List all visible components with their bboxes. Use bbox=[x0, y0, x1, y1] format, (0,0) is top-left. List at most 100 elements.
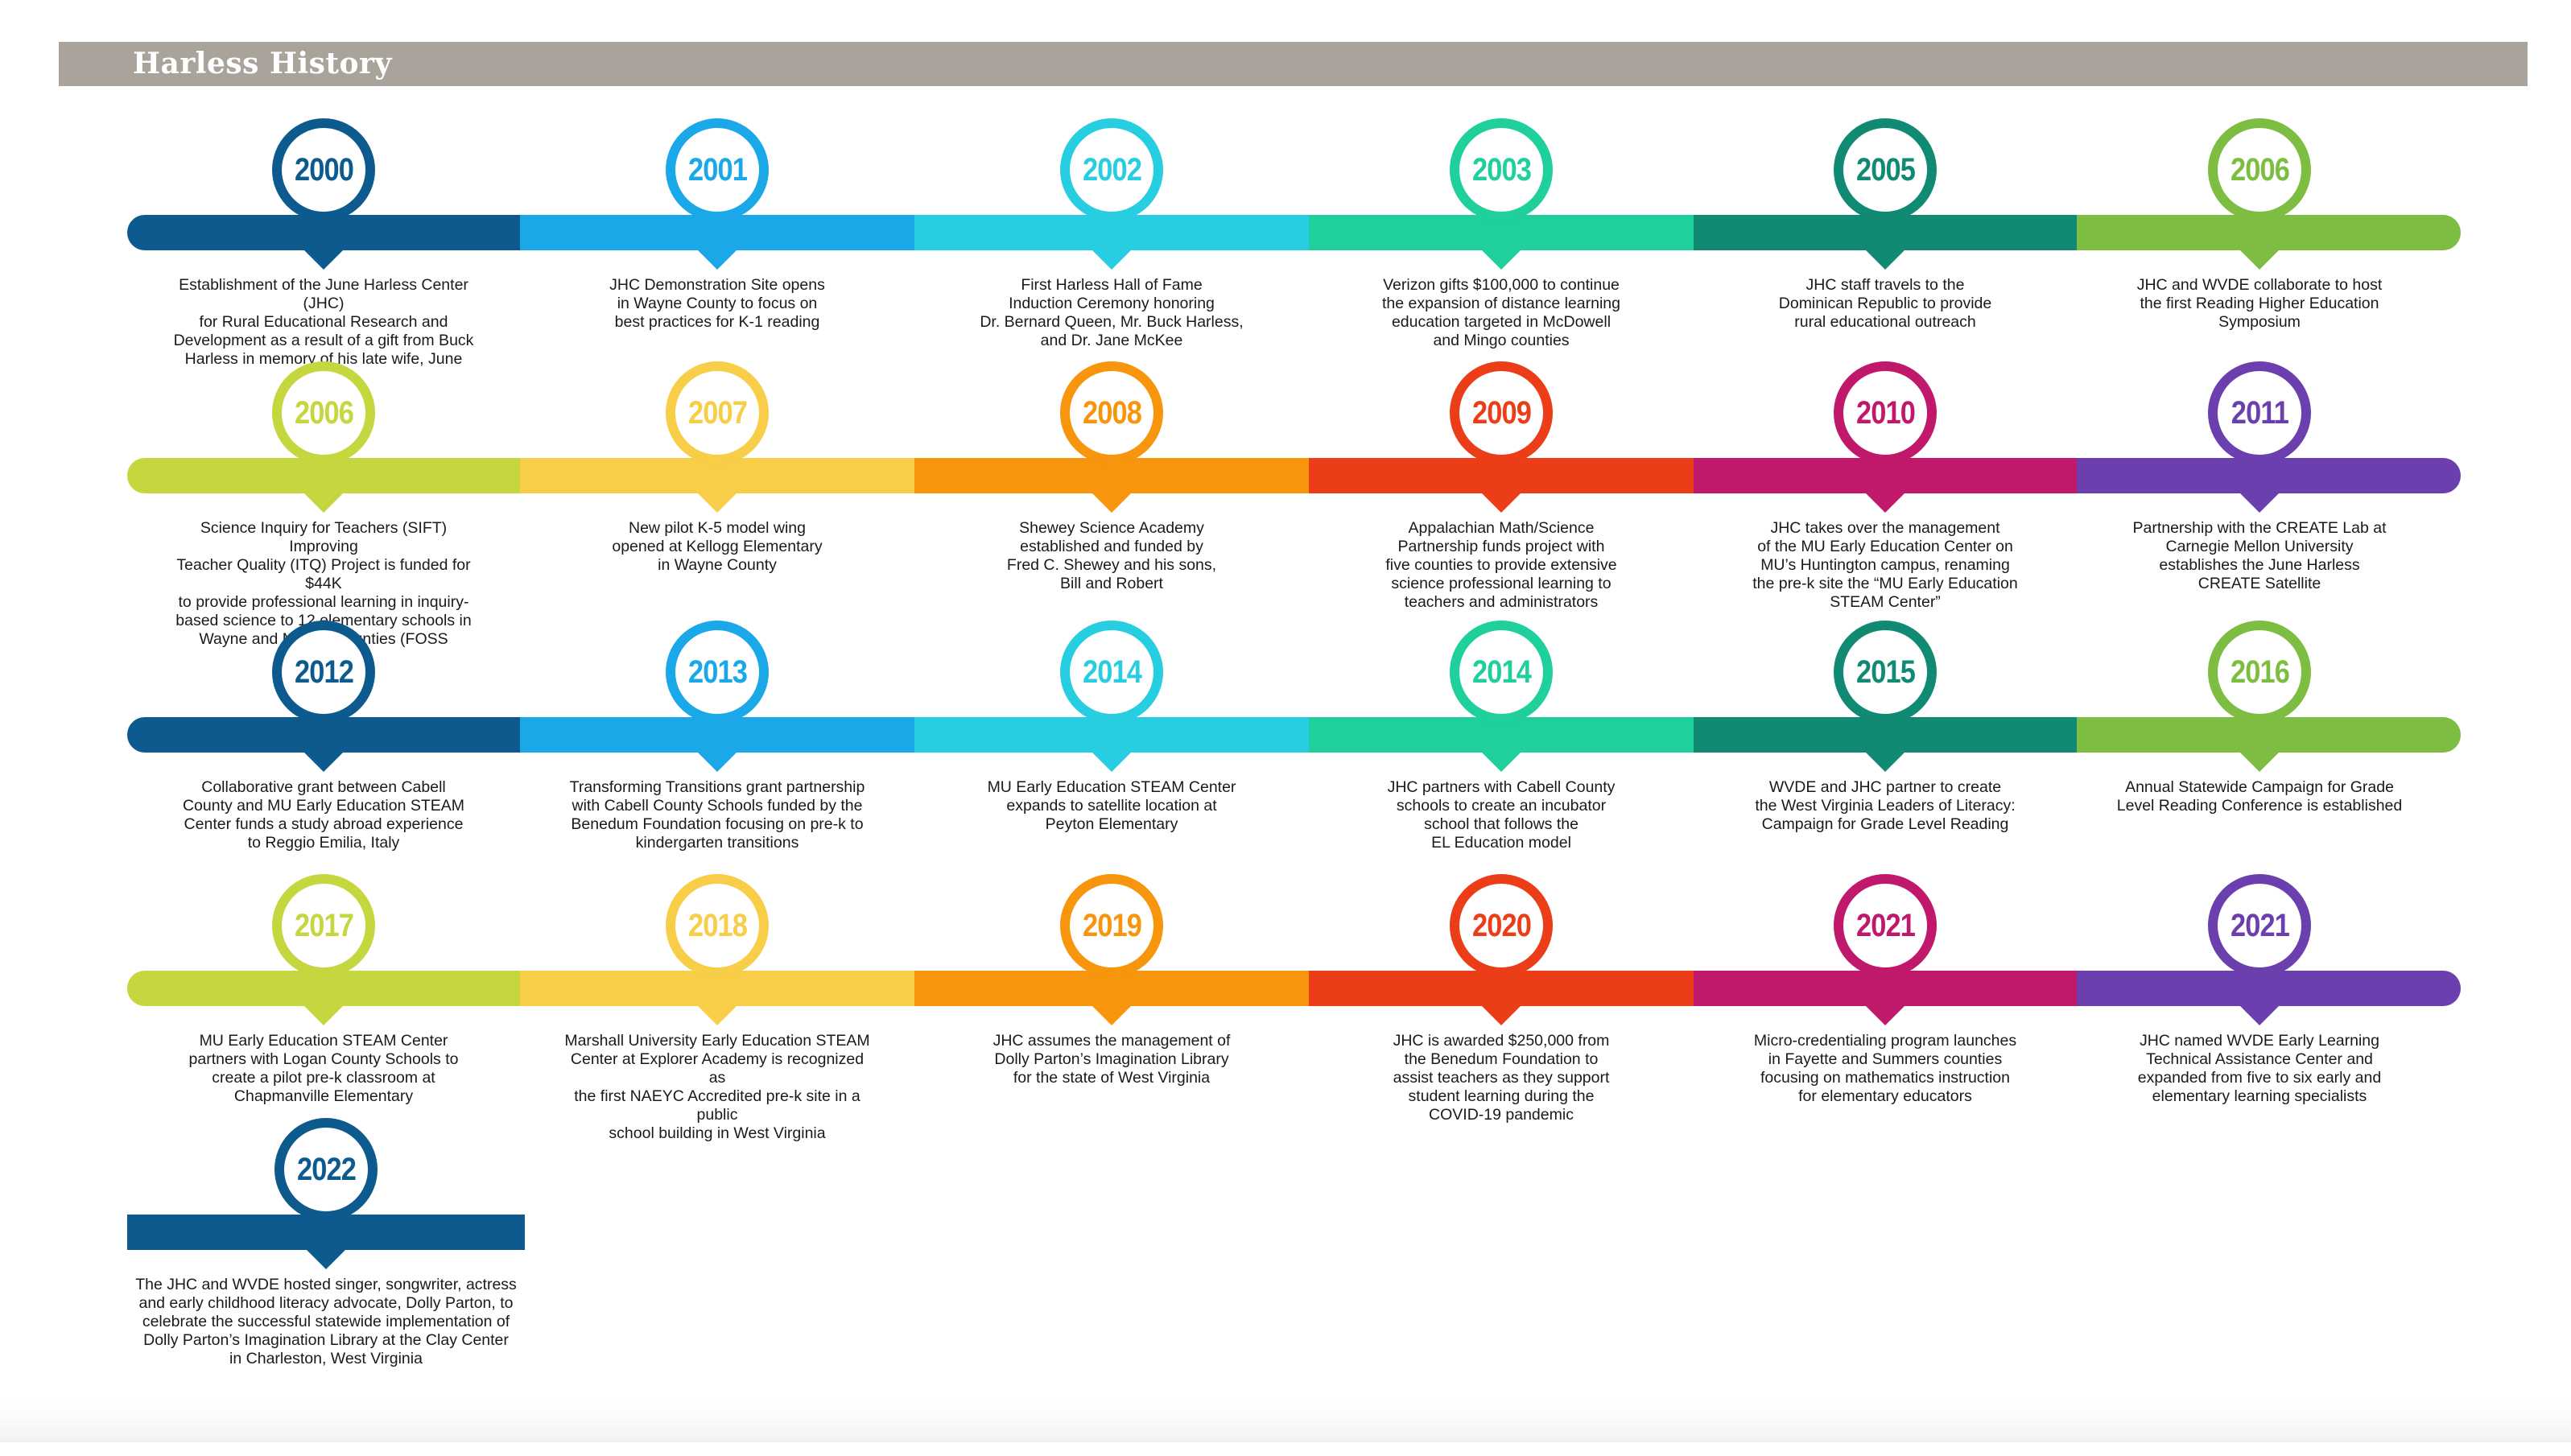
event-description: New pilot K-5 model wing opened at Kello… bbox=[612, 519, 823, 574]
timeline-pointer bbox=[303, 249, 345, 270]
timeline-pointer bbox=[1864, 249, 1906, 270]
timeline-pointer bbox=[696, 1004, 738, 1025]
event-description: The JHC and WVDE hosted singer, songwrit… bbox=[135, 1276, 517, 1367]
year-label: 2021 bbox=[1855, 907, 1915, 943]
year-label: 2002 bbox=[1082, 151, 1141, 188]
year-label: 2017 bbox=[294, 907, 353, 943]
year-label: 2010 bbox=[1855, 394, 1915, 431]
timeline-pointer bbox=[696, 492, 738, 513]
year-label: 2019 bbox=[1082, 907, 1141, 943]
year-marker: 2006 bbox=[2208, 118, 2311, 221]
event-description: JHC partners with Cabell County schools … bbox=[1387, 778, 1616, 852]
timeline-pointer bbox=[1091, 1004, 1133, 1025]
event-description: JHC takes over the management of the MU … bbox=[1752, 519, 2018, 611]
timeline-bar-segment bbox=[2077, 215, 2461, 250]
event-description: JHC named WVDE Early Learning Technical … bbox=[2137, 1032, 2382, 1105]
year-marker: 2007 bbox=[666, 361, 769, 464]
year-label: 2013 bbox=[687, 654, 747, 690]
timeline-pointer bbox=[303, 1004, 345, 1025]
year-marker: 2012 bbox=[272, 621, 375, 724]
timeline-pointer bbox=[696, 249, 738, 270]
year-marker: 2014 bbox=[1060, 621, 1163, 724]
year-marker: 2010 bbox=[1834, 361, 1937, 464]
timeline-pointer bbox=[1480, 249, 1522, 270]
event-description: WVDE and JHC partner to create the West … bbox=[1755, 778, 2016, 833]
timeline-pointer bbox=[303, 492, 345, 513]
event-description: Science Inquiry for Teachers (SIFT) Impr… bbox=[175, 519, 472, 666]
event-description: Establishment of the June Harless Center… bbox=[173, 276, 474, 368]
page-footer-band bbox=[0, 1402, 2571, 1442]
timeline-pointer bbox=[303, 751, 345, 772]
timeline-pointer bbox=[2239, 492, 2280, 513]
timeline-pointer bbox=[1864, 1004, 1906, 1025]
year-marker: 2003 bbox=[1450, 118, 1553, 221]
year-marker: 2018 bbox=[666, 874, 769, 977]
year-label: 2012 bbox=[294, 654, 353, 690]
event-description: JHC Demonstration Site opens in Wayne Co… bbox=[609, 276, 825, 331]
timeline-pointer bbox=[1864, 492, 1906, 513]
timeline-bar-segment bbox=[2077, 717, 2461, 753]
year-marker: 2011 bbox=[2208, 361, 2311, 464]
timeline-row: 2006 Science Inquiry for Teachers (SIFT) … bbox=[0, 361, 2571, 699]
event-description: Appalachian Math/Science Partnership fun… bbox=[1385, 519, 1617, 611]
event-description: JHC assumes the management of Dolly Part… bbox=[992, 1032, 1231, 1087]
year-marker: 2005 bbox=[1834, 118, 1937, 221]
event-description: JHC is awarded $250,000 from the Benedum… bbox=[1393, 1032, 1610, 1124]
year-marker: 2009 bbox=[1450, 361, 1553, 464]
year-marker: 2008 bbox=[1060, 361, 1163, 464]
year-marker: 2019 bbox=[1060, 874, 1163, 977]
year-label: 2018 bbox=[687, 907, 747, 943]
year-label: 2001 bbox=[687, 151, 747, 188]
year-label: 2009 bbox=[1471, 394, 1531, 431]
year-label: 2007 bbox=[687, 394, 747, 431]
event-description: JHC staff travels to the Dominican Repub… bbox=[1778, 276, 1992, 331]
header-bar: Harless History bbox=[59, 42, 2528, 86]
year-label: 2014 bbox=[1082, 654, 1141, 690]
event-description: JHC and WVDE collaborate to host the fir… bbox=[2136, 276, 2383, 331]
year-label: 2014 bbox=[1471, 654, 1531, 690]
timeline-row: 2000 Establishment of the June Harless Ce… bbox=[0, 118, 2571, 456]
year-marker: 2016 bbox=[2208, 621, 2311, 724]
timeline-bar-segment bbox=[2077, 458, 2461, 493]
timeline-pointer bbox=[696, 751, 738, 772]
year-label: 2021 bbox=[2230, 907, 2289, 943]
year-label: 2003 bbox=[1471, 151, 1531, 188]
timeline-bar-segment bbox=[2077, 971, 2461, 1006]
timeline-row: 2012 Collaborative grant between Cabell C… bbox=[0, 621, 2571, 959]
event-description: MU Early Education STEAM Center partners… bbox=[188, 1032, 459, 1105]
year-label: 2022 bbox=[296, 1151, 356, 1187]
year-marker: 2015 bbox=[1834, 621, 1937, 724]
timeline-pointer bbox=[2239, 1004, 2280, 1025]
year-marker: 2022 bbox=[274, 1118, 378, 1221]
event-description: Transforming Transitions grant partnersh… bbox=[569, 778, 865, 852]
timeline-pointer bbox=[305, 1248, 347, 1269]
year-label: 2006 bbox=[2230, 151, 2289, 188]
year-label: 2016 bbox=[2230, 654, 2289, 690]
event-description: Marshall University Early Education STEA… bbox=[564, 1032, 870, 1142]
year-label: 2006 bbox=[294, 394, 353, 431]
year-label: 2008 bbox=[1082, 394, 1141, 431]
timeline-pointer bbox=[2239, 249, 2280, 270]
year-label: 2000 bbox=[294, 151, 353, 188]
event-description: Micro-credentialing program launches in … bbox=[1753, 1032, 2017, 1105]
year-marker: 2017 bbox=[272, 874, 375, 977]
year-marker: 2001 bbox=[666, 118, 769, 221]
year-marker: 2013 bbox=[666, 621, 769, 724]
year-marker: 2021 bbox=[1834, 874, 1937, 977]
timeline-pointer bbox=[1864, 751, 1906, 772]
year-marker: 2000 bbox=[272, 118, 375, 221]
timeline-pointer bbox=[1091, 492, 1133, 513]
timeline-pointer bbox=[2239, 751, 2280, 772]
timeline-pointer bbox=[1091, 249, 1133, 270]
event-description: Shewey Science Academy established and f… bbox=[1006, 519, 1217, 592]
event-description: MU Early Education STEAM Center expands … bbox=[987, 778, 1236, 833]
year-label: 2015 bbox=[1855, 654, 1915, 690]
year-marker: 2006 bbox=[272, 361, 375, 464]
year-marker: 2020 bbox=[1450, 874, 1553, 977]
year-label: 2011 bbox=[2231, 394, 2288, 431]
timeline-row: 2017 MU Early Education STEAM Center part… bbox=[0, 874, 2571, 1212]
year-marker: 2021 bbox=[2208, 874, 2311, 977]
event-description: Verizon gifts $100,000 to continue the e… bbox=[1382, 276, 1620, 349]
timeline-pointer bbox=[1480, 751, 1522, 772]
year-label: 2020 bbox=[1471, 907, 1531, 943]
